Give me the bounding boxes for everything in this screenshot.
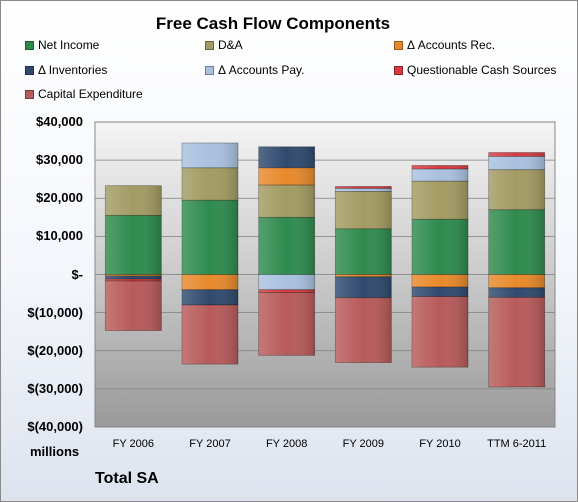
- legend-swatch: [394, 40, 403, 50]
- x-tick-label: TTM 6-2011: [487, 438, 547, 450]
- bar-segment-shading: [335, 276, 392, 298]
- bar-segment-shading: [335, 297, 392, 363]
- bar-segment-shading: [412, 219, 468, 275]
- chart-title: Free Cash Flow Components: [155, 14, 391, 33]
- bar-segment-shading: [105, 185, 162, 216]
- y-tick-label: $(30,000): [27, 380, 83, 396]
- x-tick-label: FY 2006: [112, 438, 155, 450]
- bar-segment-shading: [488, 152, 545, 157]
- legend-item: Δ Accounts Rec.: [394, 38, 495, 52]
- bar-segment-shading: [412, 287, 468, 297]
- legend-label: Δ Accounts Rec.: [407, 38, 496, 52]
- bar-segment-shading: [258, 184, 315, 218]
- legend-label: Δ Accounts Pay.: [218, 63, 305, 77]
- legend-label: Capital Expenditure: [38, 87, 143, 101]
- bar-segment-shading: [182, 305, 238, 365]
- legend-swatch: [25, 65, 34, 75]
- y-tick-label: $(20,000): [27, 342, 83, 358]
- legend-item: Δ Inventories: [25, 63, 107, 77]
- bar-segment-shading: [488, 209, 545, 275]
- bar-segment-shading: [258, 217, 315, 275]
- legend-item: Δ Accounts Pay.: [205, 63, 305, 77]
- y-tick-label: $20,000: [36, 190, 83, 206]
- x-tick-label: FY 2008: [265, 438, 308, 450]
- bar-segment-shading: [258, 146, 315, 168]
- bar-segment-shading: [258, 289, 315, 293]
- legend-swatch: [394, 65, 403, 75]
- bar-segment-shading: [488, 287, 545, 298]
- bar-segment-shading: [335, 228, 392, 275]
- y-tick-label: $(10,000): [27, 304, 83, 320]
- y-tick-label: $40,000: [36, 114, 83, 129]
- bar-segment-shading: [105, 274, 162, 277]
- legend-label: Δ Inventories: [38, 63, 108, 77]
- legend-item: Net Income: [25, 38, 99, 52]
- bar-segment-shading: [412, 274, 468, 288]
- legend-swatch: [25, 89, 34, 99]
- y-tick-label: $10,000: [36, 228, 83, 244]
- legend-item: D&A: [205, 38, 243, 52]
- legend-swatch: [25, 40, 34, 50]
- bar-segment-shading: [488, 156, 545, 170]
- bar-segment-shading: [412, 165, 468, 169]
- bar-segment-shading: [105, 279, 162, 281]
- legend-swatch: [205, 65, 214, 75]
- bar-segment-shading: [258, 274, 315, 290]
- x-tick-label: FY 2009: [342, 438, 385, 450]
- legend-item: Capital Expenditure: [25, 87, 143, 101]
- bar-segment-shading: [488, 169, 545, 210]
- bar-segment-shading: [488, 297, 545, 387]
- legend-label: Net Income: [38, 38, 100, 52]
- x-tick-label: FY 2007: [189, 438, 231, 450]
- bar-segment-shading: [182, 142, 238, 168]
- bar-segment-shading: [412, 181, 468, 220]
- y-tick-label: $30,000: [36, 152, 83, 168]
- bar-segment-shading: [335, 186, 392, 189]
- bar-segment-shading: [182, 200, 238, 275]
- bar-segment-shading: [412, 168, 468, 182]
- bar-segment-shading: [182, 167, 238, 201]
- bar-segment-shading: [488, 274, 545, 288]
- legend-label: D&A: [218, 38, 243, 52]
- units-label: millions: [30, 444, 80, 459]
- legend-swatch: [205, 40, 214, 50]
- bar-segment-shading: [412, 296, 468, 368]
- footer-label: Total SA: [95, 470, 159, 487]
- bar-segment-shading: [182, 289, 238, 305]
- y-tick-label: $(40,000): [27, 419, 83, 434]
- bar-segment-shading: [105, 215, 162, 275]
- bar-segment-shading: [182, 274, 238, 290]
- bar-segment-shading: [258, 167, 315, 185]
- bar-segment-shading: [335, 188, 392, 192]
- bar-segment-shading: [258, 292, 315, 356]
- legend-item: Questionable Cash Sources: [394, 63, 556, 77]
- bar-segment-shading: [335, 191, 392, 229]
- legend-label: Questionable Cash Sources: [407, 63, 557, 77]
- bar-segment-shading: [105, 276, 162, 280]
- bar-segment-shading: [335, 274, 392, 277]
- bar-segment-shading: [105, 280, 162, 331]
- y-tick-label: $-: [71, 266, 83, 282]
- x-tick-label: FY 2010: [419, 438, 461, 450]
